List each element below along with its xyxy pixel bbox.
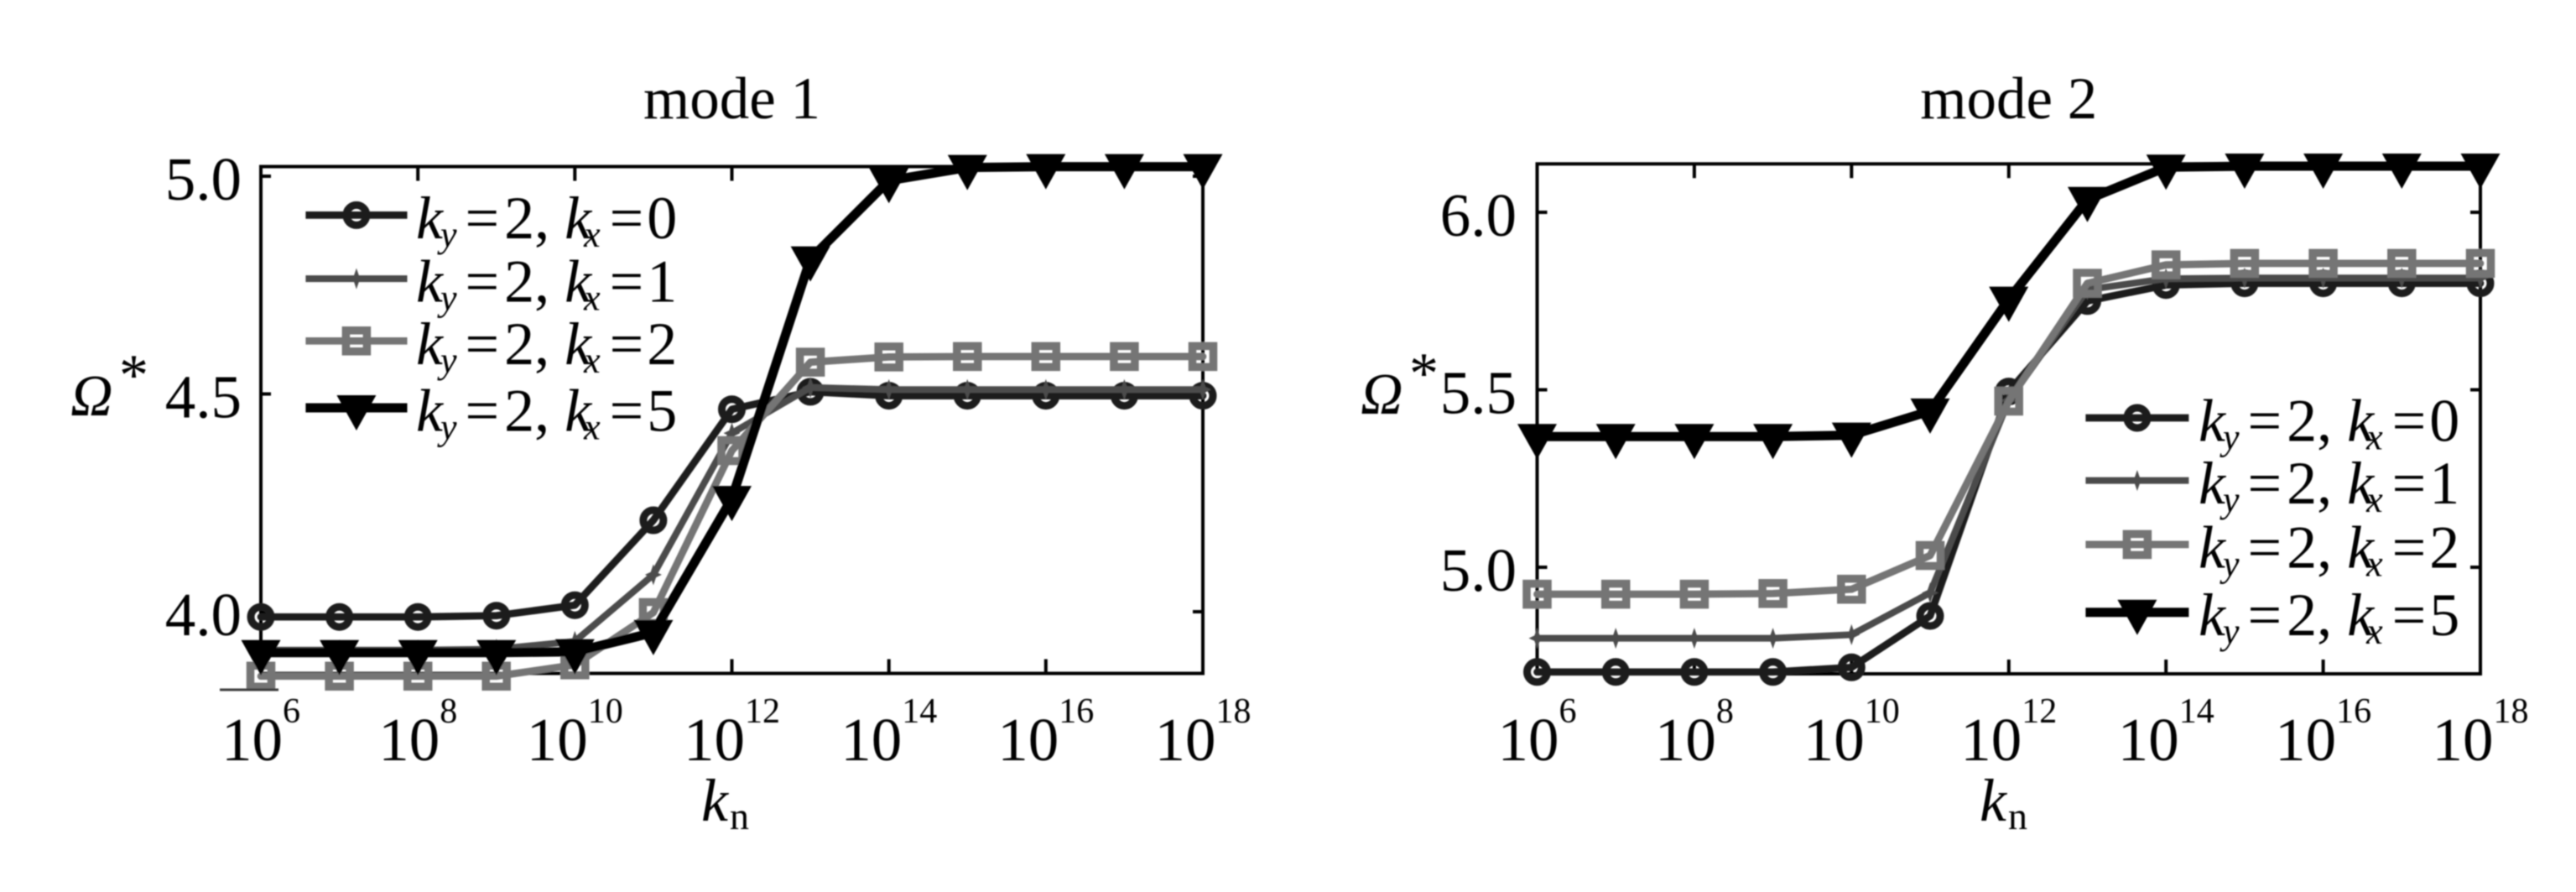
svg-text:4.5: 4.5 (165, 363, 242, 431)
svg-text:ky=2, kx=0: ky =2, kx =0 (2199, 388, 2459, 458)
svg-text:Ω: Ω (1361, 363, 1403, 427)
svg-text:5.0: 5.0 (165, 145, 242, 213)
svg-text:ky=2, kx=2: ky =2, kx =2 (2199, 514, 2459, 584)
svg-text:ky=2, kx=5: ky =2, kx =5 (416, 378, 677, 448)
svg-text:ky=2, kx=1: ky =2, kx =1 (2199, 450, 2459, 520)
svg-text:n: n (730, 795, 749, 837)
svg-text:5.5: 5.5 (1440, 359, 1517, 427)
svg-text:5.0: 5.0 (1440, 536, 1517, 604)
svg-text:mode 2: mode 2 (1920, 66, 2097, 132)
svg-text:n: n (2008, 795, 2027, 837)
svg-text:*: * (119, 343, 148, 408)
svg-text:ky=2, kx=0: ky =2, kx =0 (416, 185, 677, 255)
svg-text:mode 1: mode 1 (643, 66, 820, 132)
svg-text:*: * (1409, 342, 1439, 406)
svg-text:k: k (701, 767, 730, 834)
svg-text:ky=2, kx=2: ky =2, kx =2 (416, 310, 677, 381)
svg-text:k: k (1980, 767, 2008, 834)
svg-text:Ω: Ω (70, 364, 113, 429)
svg-text:6.0: 6.0 (1440, 181, 1517, 249)
svg-text:ky=2, kx=5: ky =2, kx =5 (2199, 582, 2459, 652)
svg-text:ky=2, kx=1: ky =2, kx =1 (416, 248, 677, 319)
svg-text:4.0: 4.0 (165, 581, 242, 649)
